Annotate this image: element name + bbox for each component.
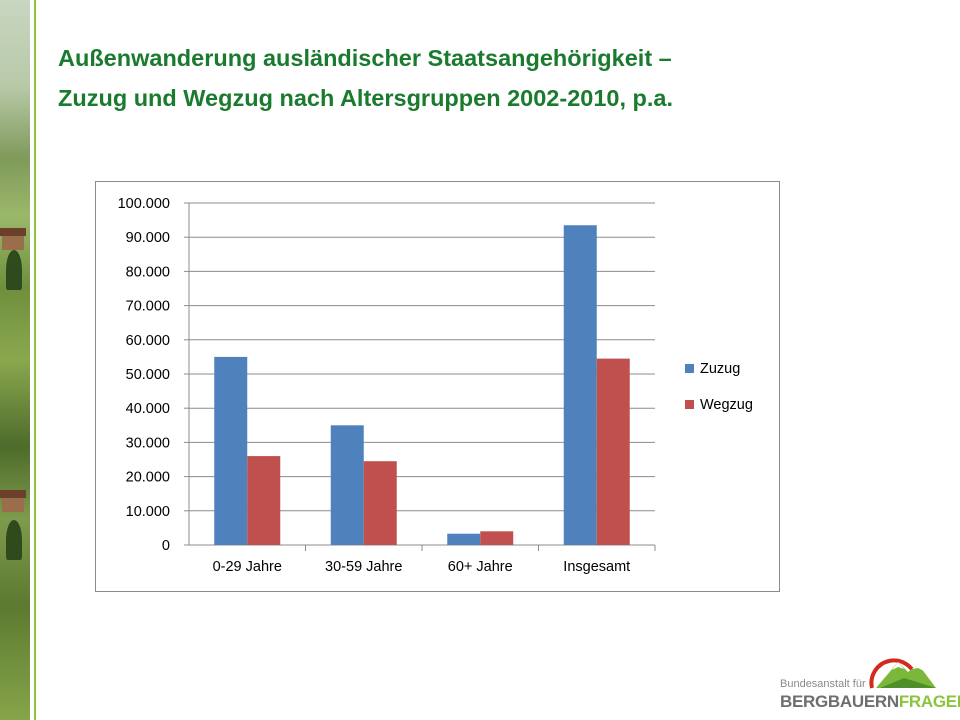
bar-zuzug bbox=[563, 225, 597, 546]
tree bbox=[6, 520, 22, 560]
x-tick-label: 0-29 Jahre bbox=[213, 559, 282, 575]
chart-frame: 0 10.000 20.000 30.000 40.000 50.000 60.000 70.… bbox=[95, 181, 780, 592]
y-tick-label: 80.000 bbox=[126, 264, 170, 280]
y-tick-label: 30.000 bbox=[126, 435, 170, 451]
y-tick-label: 20.000 bbox=[126, 470, 170, 486]
slide-title-line2: Zuzug und Wegzug nach Altersgruppen 2002… bbox=[58, 85, 674, 111]
house bbox=[2, 236, 24, 250]
house bbox=[2, 498, 24, 512]
y-tick-label: 10.000 bbox=[126, 504, 170, 520]
legend-label-wegzug: Wegzug bbox=[700, 397, 753, 413]
mountain-logo-icon bbox=[869, 658, 936, 689]
bar-zuzug bbox=[214, 356, 248, 545]
y-tick-label: 50.000 bbox=[126, 367, 170, 383]
bar-chart: 0 10.000 20.000 30.000 40.000 50.000 60.000 70.… bbox=[118, 196, 753, 575]
slide-title: Außenwanderung ausländischer Staatsangeh… bbox=[58, 38, 938, 118]
x-tick-label: 60+ Jahre bbox=[448, 559, 513, 575]
y-tick-label: 0 bbox=[162, 538, 170, 554]
bar-wegzug bbox=[363, 461, 397, 545]
bar-wegzug bbox=[480, 531, 514, 545]
y-tick-label: 40.000 bbox=[126, 401, 170, 417]
logo-subtitle: Bundesanstalt für bbox=[780, 678, 866, 690]
x-tick-label: Insgesamt bbox=[563, 559, 630, 575]
house-roof bbox=[0, 490, 26, 498]
legend-swatch-wegzug bbox=[685, 400, 694, 409]
bar-wegzug bbox=[247, 456, 281, 545]
legend-label-zuzug: Zuzug bbox=[700, 361, 740, 377]
x-tick-label: 30-59 Jahre bbox=[325, 559, 402, 575]
house-roof bbox=[0, 228, 26, 236]
logo-wordmark: BERGBAUERNFRAGEN bbox=[780, 692, 960, 712]
slide-title-line1: Außenwanderung ausländischer Staatsangeh… bbox=[58, 45, 672, 71]
accent-divider-line bbox=[34, 0, 36, 720]
y-tick-label: 90.000 bbox=[126, 230, 170, 246]
bar-wegzug bbox=[596, 358, 630, 545]
legend-swatch-zuzug bbox=[685, 364, 694, 373]
y-tick-label: 100.000 bbox=[118, 196, 170, 212]
tree bbox=[6, 250, 22, 290]
bar-zuzug bbox=[447, 533, 481, 545]
y-tick-label: 60.000 bbox=[126, 333, 170, 349]
logo-wordmark-part1: BERGBAUERN bbox=[780, 692, 899, 711]
institution-logo: Bundesanstalt für BERGBAUERNFRAGEN bbox=[780, 648, 960, 714]
logo-wordmark-part2: FRAGEN bbox=[898, 692, 960, 711]
y-tick-label: 70.000 bbox=[126, 299, 170, 315]
bar-zuzug bbox=[330, 425, 364, 545]
background-photo-strip bbox=[0, 0, 30, 720]
